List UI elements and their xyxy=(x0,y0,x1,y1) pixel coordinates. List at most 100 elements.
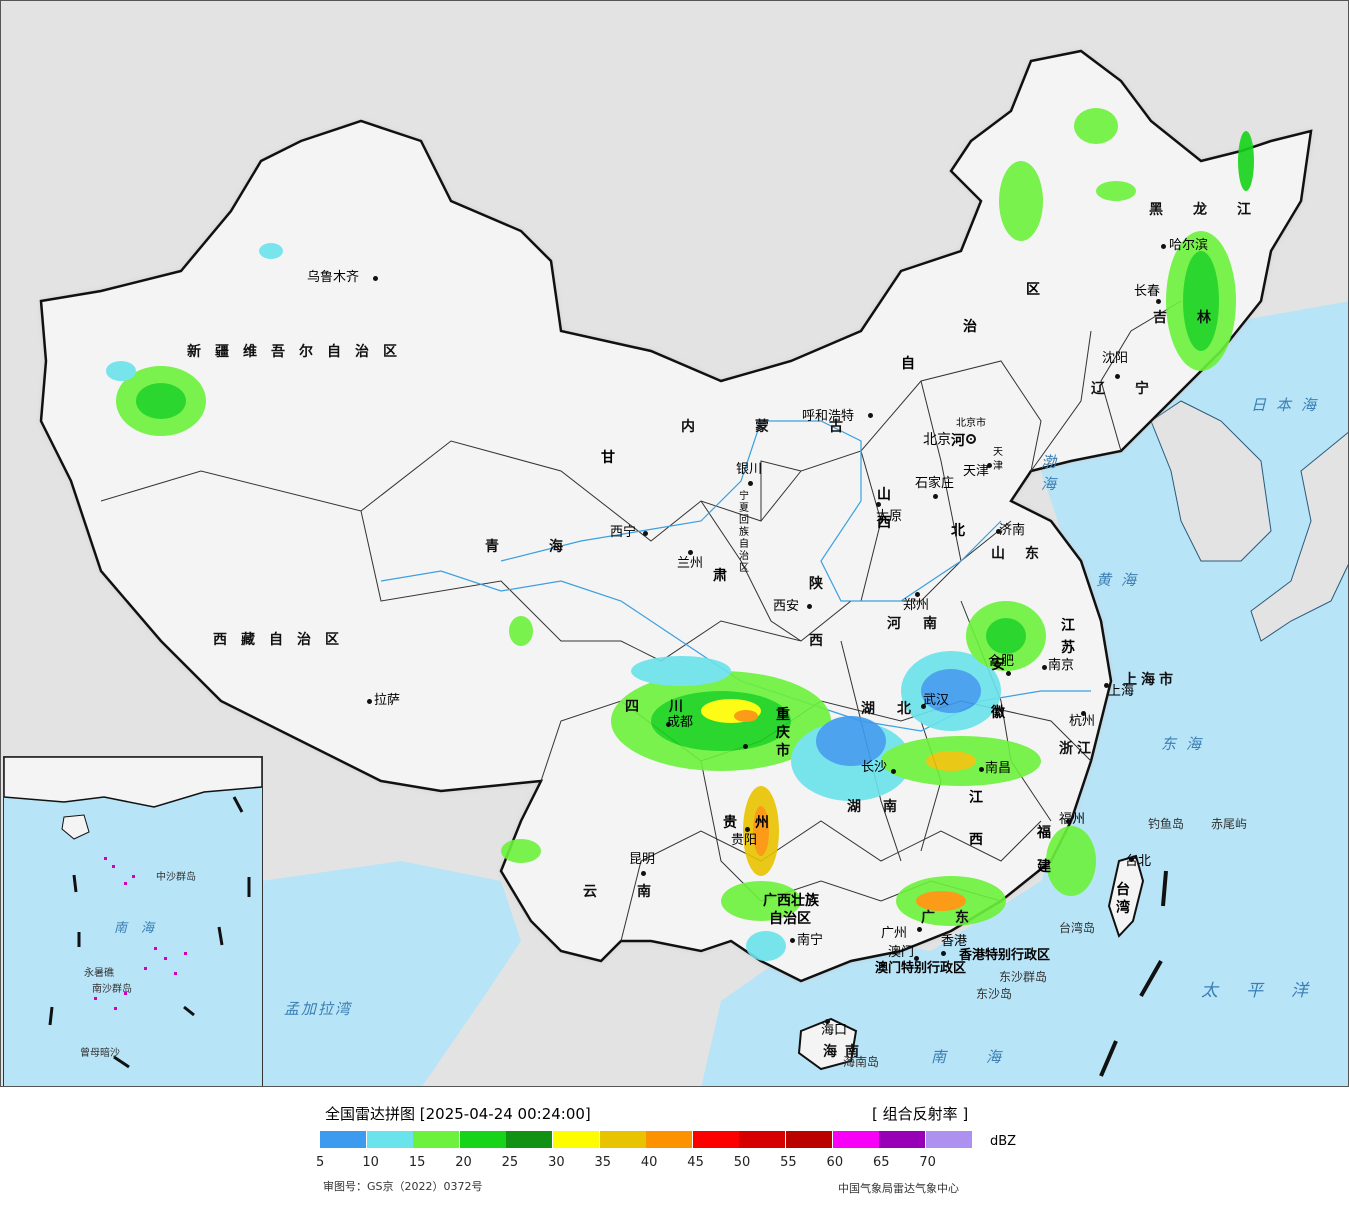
city-shanghai: 上海 xyxy=(1108,684,1135,699)
city-nanchang: 南昌 xyxy=(985,761,1012,776)
province-ningxia: 宁夏回族自治区 xyxy=(739,491,749,574)
scale-swatch xyxy=(786,1131,832,1148)
city-xian: 西安 xyxy=(773,599,800,614)
island-dongsha: 东沙岛 xyxy=(976,987,1013,1001)
city-changchun: 长春 xyxy=(1134,284,1161,299)
city-guangzhou: 广州 xyxy=(881,926,908,941)
city-jinan: 济南 xyxy=(999,523,1026,538)
city-taiyuan: 太原 xyxy=(876,509,903,524)
city-hefei: 合肥 xyxy=(988,654,1015,669)
city-dot-xian xyxy=(807,604,812,609)
unit-label: dBZ xyxy=(990,1134,1017,1149)
scale-swatch xyxy=(459,1131,506,1148)
city-fuzhou: 福州 xyxy=(1059,812,1086,827)
city-dot-urumqi xyxy=(373,276,378,281)
city-dot-xining xyxy=(643,531,648,536)
city-urumqi: 乌鲁木齐 xyxy=(307,270,360,285)
city-tianjin: 天津 xyxy=(963,464,990,479)
province-liaoning: 辽宁 xyxy=(1091,381,1179,397)
province-xinjiang: 新疆维吾尔自治区 xyxy=(187,344,411,360)
city-dot-fuzhou xyxy=(1066,819,1071,824)
scale-swatch xyxy=(925,1131,972,1148)
province-qinghai: 青海 xyxy=(485,539,613,555)
city-dot-yinchuan xyxy=(748,481,753,486)
japan xyxy=(1250,431,1348,642)
city-wuhan: 武汉 xyxy=(923,693,950,708)
city-dot-changsha xyxy=(891,769,896,774)
island-chiwei: 赤尾屿 xyxy=(1211,817,1248,831)
scale-swatch xyxy=(599,1131,646,1148)
province-neimenggu: 内蒙古 xyxy=(681,419,903,435)
korea xyxy=(1150,400,1272,562)
city-chengdu: 成都 xyxy=(667,715,694,730)
radar-echoes xyxy=(106,108,1254,961)
scale-swatch xyxy=(413,1131,460,1148)
city-harbin: 哈尔滨 xyxy=(1169,238,1209,253)
hainan-island xyxy=(797,1017,858,1071)
scale-tick: 25 xyxy=(501,1155,519,1170)
province-hubei: 湖北 xyxy=(861,701,933,717)
province-guizhou: 贵州 xyxy=(723,815,787,831)
province-guangxi-1: 广西壮族 xyxy=(763,893,819,909)
city-dot-chengdu xyxy=(666,722,671,727)
city-dot-changchun xyxy=(1156,299,1161,304)
city-nanning: 南宁 xyxy=(797,933,824,948)
province-hongkong: 香港特别行政区 xyxy=(959,948,1051,963)
city-dot-haikou xyxy=(825,1019,830,1024)
sea-label-bohai: 渤海 xyxy=(1041,453,1057,493)
scale-tick: 45 xyxy=(687,1155,704,1170)
city-dot-chongqing xyxy=(743,744,748,749)
scale-tick: 20 xyxy=(455,1155,472,1170)
sea-label-east: 东海 xyxy=(1161,735,1212,753)
scale-swatch xyxy=(879,1131,926,1148)
radar-map[interactable]: 新疆维吾尔自治区 西藏自治区 青海 甘 肃 内蒙古 自 治 区 黑龙江 吉林 辽… xyxy=(0,0,1349,1087)
source-label: 中国气象局雷达气象中心 xyxy=(838,1182,959,1195)
province-sichuan: 四川 xyxy=(625,699,713,715)
city-shenyang: 沈阳 xyxy=(1102,351,1129,366)
scale-swatch xyxy=(739,1131,786,1148)
province-anhui: 安徽 xyxy=(991,657,1005,721)
island-hainan: 海南岛 xyxy=(843,1055,880,1069)
province-henan: 河南 xyxy=(887,616,959,632)
city-changsha: 长沙 xyxy=(861,760,888,775)
city-dot-guangzhou xyxy=(917,927,922,932)
legend-panel xyxy=(0,1088,1349,1208)
province-shanghai: 上海市 xyxy=(1123,672,1177,688)
sea-label-yellow: 黄海 xyxy=(1096,571,1147,589)
sea-label-bengal: 孟加拉湾 xyxy=(284,1000,353,1018)
island-dongsha-islands: 东沙群岛 xyxy=(999,970,1048,984)
province-shaanxi: 陕西 xyxy=(809,576,823,649)
city-dot-hohhot xyxy=(868,413,873,418)
city-kunming: 昆明 xyxy=(629,852,656,867)
province-hainan: 海南 xyxy=(823,1044,867,1060)
province-shandong: 山东 xyxy=(991,546,1059,562)
province-guangxi-2: 自治区 xyxy=(769,911,811,927)
province-tianjin: 天津 xyxy=(993,447,1003,472)
city-shijiazhuang: 石家庄 xyxy=(915,476,955,491)
province-guangdong: 广东 xyxy=(921,910,989,926)
island-taiwan: 台湾岛 xyxy=(1059,921,1096,935)
city-dot-lhasa xyxy=(367,699,372,704)
sea-label-pacific: 太平洋 xyxy=(1201,981,1336,1001)
city-yinchuan: 银川 xyxy=(736,462,763,477)
city-dot-kunming xyxy=(641,871,646,876)
city-zhengzhou: 郑州 xyxy=(903,598,930,613)
province-neimenggu-qu: 区 xyxy=(1026,282,1040,298)
province-taiwan: 台湾 xyxy=(1116,882,1130,916)
scale-tick: 60 xyxy=(826,1155,844,1170)
scale-swatch xyxy=(553,1131,599,1148)
scale-tick: 55 xyxy=(780,1155,797,1170)
province-shanxi: 山西 xyxy=(877,487,891,531)
city-beijing: 北京 xyxy=(923,432,951,448)
city-dot-hangzhou xyxy=(1081,711,1086,716)
scale-tick: 15 xyxy=(408,1155,426,1170)
scale-tick: 40 xyxy=(640,1155,658,1170)
inset-yongshu: 永暑礁 xyxy=(84,968,114,979)
city-dot-shenyang xyxy=(1115,374,1120,379)
inset-zengmu: 曾母暗沙 xyxy=(80,1048,120,1059)
scale-tick: 65 xyxy=(872,1155,890,1170)
city-dot-tianjin xyxy=(987,463,992,468)
city-nanjing: 南京 xyxy=(1048,658,1075,673)
province-jiangxi: 江西 xyxy=(969,790,983,848)
province-heilongjiang: 黑龙江 xyxy=(1149,202,1281,218)
